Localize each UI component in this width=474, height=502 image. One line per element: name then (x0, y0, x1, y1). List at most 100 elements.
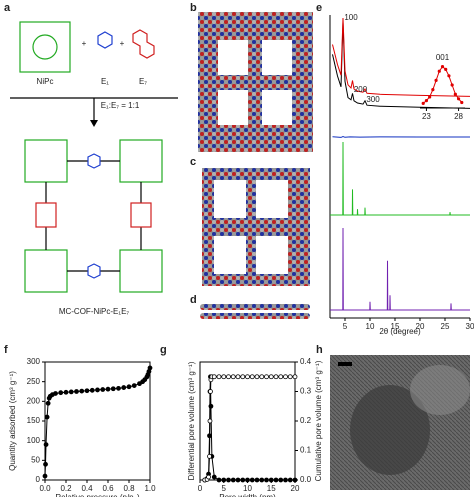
annotation: 001 (436, 53, 450, 62)
data-line (330, 227, 470, 311)
x-axis-label: Relative pressure (p/p₀) (55, 493, 140, 497)
data-point (283, 374, 288, 380)
nipc-node (119, 139, 163, 183)
nipc-core (32, 34, 58, 60)
data-line (204, 376, 295, 481)
annotation: 100 (344, 13, 358, 22)
y-tick-label: 150 (27, 416, 41, 425)
x-tick-label: 20 (291, 484, 300, 493)
panel-label: d (190, 294, 197, 306)
x-tick-label: 0 (198, 484, 203, 493)
y-tick-label: 100 (27, 436, 41, 445)
data-point (428, 95, 432, 99)
data-point (207, 418, 213, 424)
scheme (10, 21, 178, 293)
data-point (207, 453, 212, 459)
data-point (240, 374, 246, 380)
layer-render (200, 304, 310, 310)
data-point (444, 67, 448, 71)
data-point (45, 400, 51, 406)
data-point (264, 477, 269, 483)
x-tick-label: 0.4 (81, 484, 93, 493)
y2-tick-label: 0.1 (300, 446, 312, 455)
data-point (105, 386, 111, 392)
ratio: E₁:E₇ = 1:1 (101, 101, 140, 110)
data-point (245, 477, 250, 483)
plus: + (120, 39, 125, 48)
pore (218, 90, 248, 125)
x-axis-label: Pore width (nm) (219, 493, 276, 497)
tem-crystal (410, 365, 470, 415)
data-point (226, 477, 231, 483)
data-point (440, 65, 445, 69)
data-point (208, 389, 213, 394)
arrow-head (90, 120, 98, 127)
data-point (221, 374, 227, 380)
x-tick-label: 5 (343, 322, 348, 331)
x-tick-label: 10 (243, 484, 252, 493)
annotation: 300 (366, 95, 380, 104)
data-point (437, 69, 441, 73)
e1-linker (87, 263, 101, 279)
data-point (116, 385, 121, 391)
x-tick-label: 20 (416, 322, 425, 331)
data-line (332, 135, 470, 138)
y-tick-label: 50 (31, 455, 40, 464)
e1-drawing (97, 31, 113, 49)
panel-label: b (190, 2, 197, 14)
data-line (330, 141, 470, 216)
data-point (44, 414, 50, 420)
scale-bar (338, 362, 352, 366)
data-point (240, 477, 246, 483)
data-point (254, 477, 260, 483)
data-point (456, 97, 461, 101)
plot-frame (199, 361, 296, 481)
pore (218, 40, 248, 75)
data-point (84, 388, 90, 394)
pore (262, 90, 292, 125)
data-point (63, 389, 69, 395)
data-point (259, 477, 265, 483)
data-point (254, 374, 260, 380)
annotation: 200 (354, 85, 368, 94)
product-label: MC-COF-NiPc-E₁E₇ (59, 307, 130, 316)
plot-frame (44, 361, 151, 481)
panel-label: a (4, 2, 11, 14)
data-point (421, 101, 425, 106)
data-point (259, 374, 265, 380)
y2-tick-label: 0.3 (300, 387, 312, 396)
y-tick-label: 0 (36, 475, 41, 484)
data-point (147, 365, 153, 371)
y2-axis-label: Cumulative pore volume (cm³ g⁻¹) (314, 360, 323, 481)
x-tick-label: 10 (366, 322, 375, 331)
data-point (249, 374, 255, 380)
monomer-label: NiPc (37, 77, 54, 86)
data-point (79, 388, 85, 394)
x-tick-label: 0.0 (39, 484, 51, 493)
data-point (230, 374, 236, 380)
data-point (58, 390, 64, 396)
x-tick-label: 5 (222, 484, 227, 493)
data-point (278, 374, 284, 380)
data-point (216, 477, 222, 483)
data-point (230, 477, 236, 483)
e7-linker (130, 202, 152, 228)
y2-tick-label: 0.2 (300, 416, 312, 425)
tem-crystal (350, 385, 430, 475)
monomer-label: E₁ (101, 77, 109, 86)
data-point (249, 477, 255, 483)
x-tick-label: 0.2 (60, 484, 72, 493)
nipc-node (24, 139, 68, 183)
data-point (287, 374, 293, 380)
data-point (235, 374, 241, 380)
data-point (287, 477, 293, 483)
data-point (208, 403, 214, 409)
data-point (110, 386, 116, 392)
plus: + (82, 39, 87, 48)
x-tick-label: 0.6 (102, 484, 114, 493)
data-point (68, 389, 74, 395)
pore (256, 236, 288, 274)
x-tick-label: 28 (454, 112, 463, 121)
pore (214, 236, 246, 274)
x-tick-label: 1.0 (144, 484, 156, 493)
